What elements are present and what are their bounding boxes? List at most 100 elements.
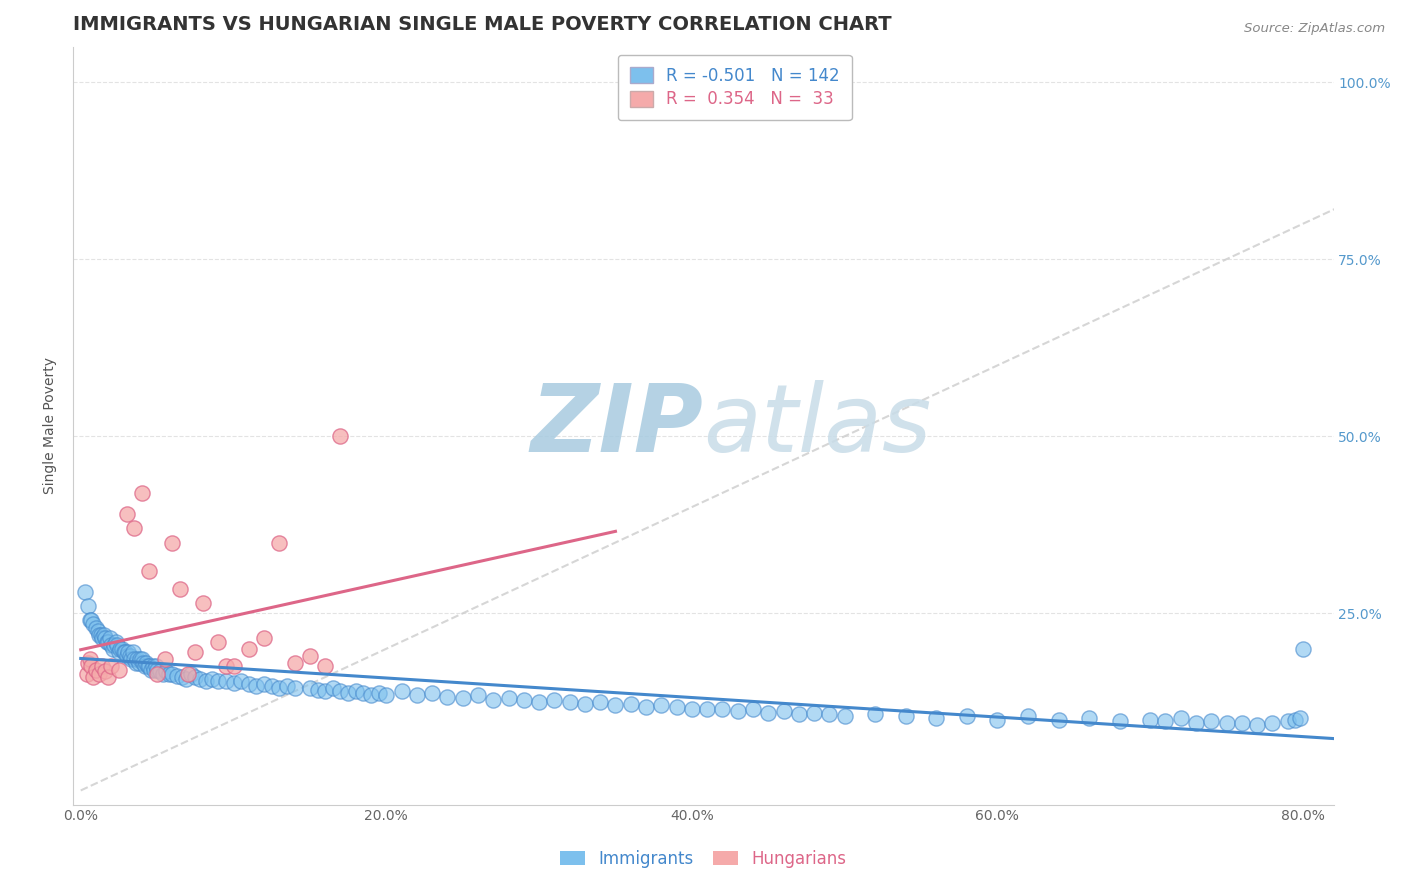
Point: [756, 706, 779, 720]
Point: [162, 666, 184, 681]
Point: [1289, 711, 1312, 725]
Text: IMMIGRANTS VS HUNGARIAN SINGLE MALE POVERTY CORRELATION CHART: IMMIGRANTS VS HUNGARIAN SINGLE MALE POVE…: [73, 15, 891, 34]
Point: [188, 672, 211, 686]
Point: [122, 521, 145, 535]
Point: [253, 631, 276, 645]
Point: [80, 659, 103, 673]
Point: [405, 688, 427, 702]
Point: [513, 693, 536, 707]
Point: [314, 684, 336, 698]
Point: [114, 645, 136, 659]
Point: [170, 670, 193, 684]
Point: [451, 691, 474, 706]
Point: [132, 656, 155, 670]
Point: [1201, 714, 1223, 728]
Point: [344, 684, 367, 698]
Point: [1139, 713, 1161, 727]
Point: [146, 663, 169, 677]
Point: [146, 666, 169, 681]
Point: [91, 631, 114, 645]
Point: [589, 695, 612, 709]
Point: [120, 652, 142, 666]
Point: [149, 665, 172, 679]
Point: [803, 706, 825, 720]
Point: [1017, 709, 1039, 723]
Legend: Immigrants, Hungarians: Immigrants, Hungarians: [553, 844, 853, 875]
Point: [98, 631, 121, 645]
Point: [166, 669, 188, 683]
Point: [742, 702, 765, 716]
Point: [157, 666, 180, 681]
Point: [207, 673, 229, 688]
Point: [1230, 716, 1253, 731]
Point: [138, 564, 160, 578]
Text: ZIP: ZIP: [530, 380, 703, 472]
Point: [75, 585, 97, 599]
Point: [82, 670, 104, 684]
Point: [103, 638, 125, 652]
Point: [100, 659, 122, 673]
Point: [145, 659, 167, 673]
Point: [121, 645, 143, 659]
Point: [1292, 641, 1315, 656]
Point: [696, 702, 718, 716]
Point: [1154, 714, 1177, 728]
Point: [91, 659, 114, 673]
Point: [711, 702, 734, 716]
Point: [298, 648, 321, 663]
Point: [97, 634, 120, 648]
Point: [1047, 713, 1070, 727]
Point: [122, 652, 145, 666]
Point: [1108, 714, 1130, 728]
Point: [100, 638, 122, 652]
Point: [772, 704, 794, 718]
Point: [79, 614, 101, 628]
Point: [128, 656, 150, 670]
Point: [174, 672, 197, 686]
Point: [134, 659, 156, 673]
Point: [112, 645, 135, 659]
Point: [260, 679, 283, 693]
Point: [238, 641, 260, 656]
Point: [207, 634, 229, 648]
Point: [665, 699, 688, 714]
Point: [314, 659, 336, 673]
Point: [87, 666, 110, 681]
Point: [222, 659, 245, 673]
Point: [1185, 716, 1208, 731]
Point: [276, 679, 298, 693]
Point: [127, 652, 149, 666]
Point: [956, 709, 979, 723]
Point: [96, 634, 118, 648]
Point: [94, 631, 117, 645]
Point: [269, 681, 291, 695]
Point: [136, 659, 159, 673]
Point: [634, 699, 657, 714]
Point: [527, 695, 550, 709]
Legend: R = -0.501   N = 142, R =  0.354   N =  33: R = -0.501 N = 142, R = 0.354 N = 33: [619, 55, 852, 120]
Point: [245, 679, 267, 693]
Point: [152, 666, 174, 681]
Text: Source: ZipAtlas.com: Source: ZipAtlas.com: [1244, 22, 1385, 36]
Point: [558, 695, 581, 709]
Point: [222, 675, 245, 690]
Point: [101, 641, 124, 656]
Point: [215, 659, 238, 673]
Point: [482, 693, 505, 707]
Point: [76, 666, 98, 681]
Point: [191, 596, 214, 610]
Point: [141, 659, 163, 673]
Point: [284, 656, 307, 670]
Point: [139, 663, 162, 677]
Point: [135, 656, 157, 670]
Point: [238, 677, 260, 691]
Point: [143, 663, 166, 677]
Point: [231, 673, 253, 688]
Point: [84, 621, 107, 635]
Point: [298, 681, 321, 695]
Point: [87, 627, 110, 641]
Point: [77, 656, 100, 670]
Point: [1277, 714, 1299, 728]
Point: [307, 682, 329, 697]
Point: [834, 709, 856, 723]
